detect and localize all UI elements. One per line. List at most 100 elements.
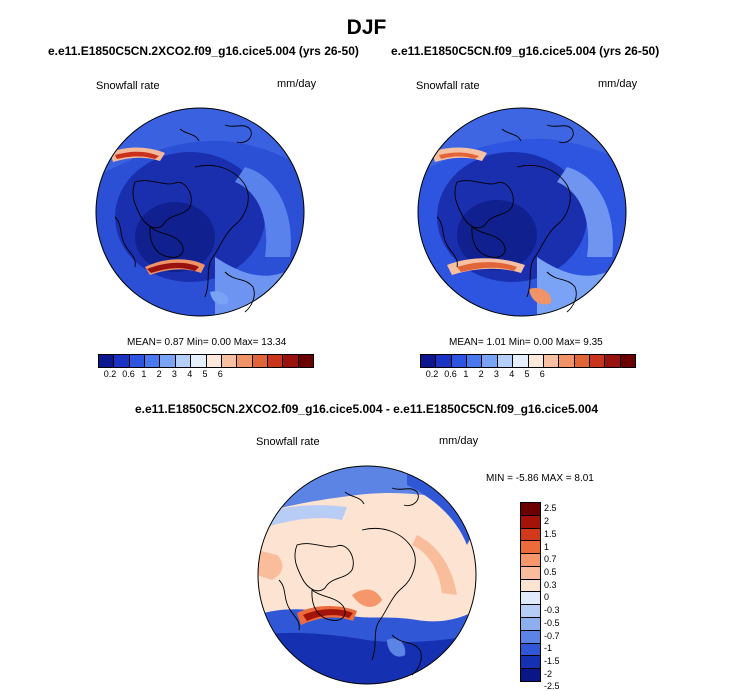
panel-2-stats: MEAN= 1.01 Min= 0.00 Max= 9.35 — [449, 337, 603, 348]
diff-colorbar-tick-label: -0.5 — [544, 617, 560, 628]
panel-1-max: 13.34 — [261, 337, 287, 348]
panel-1-variable: Snowfall rate — [96, 80, 160, 92]
panel-1-colorbar-swatch — [267, 355, 284, 367]
panel-2-colorbar-tick-label: 6 — [539, 369, 545, 379]
panel-1-colorbar-tick-label: 3 — [171, 369, 177, 379]
diff-colorbar-swatch — [521, 541, 540, 555]
diff-colorbar-swatch — [521, 605, 540, 619]
panel-2-colorbar-swatch — [589, 355, 606, 367]
panel-1-colorbar-swatch — [298, 355, 314, 367]
panel-1-stats: MEAN= 0.87 Min= 0.00 Max= 13.34 — [127, 337, 286, 348]
panel-1-colorbar-swatch — [237, 355, 253, 367]
diff-colorbar-tick-label: 0.7 — [544, 554, 557, 565]
panel-2-colorbar-swatch — [513, 355, 529, 367]
diff-colorbar-swatch — [521, 528, 540, 542]
panel-1-colorbar-swatch — [221, 355, 238, 367]
panel-2-variable: Snowfall rate — [416, 80, 480, 92]
panel-1-colorbar-swatch — [252, 355, 268, 367]
panel-2-colorbar-tick-label: 0.6 — [444, 369, 457, 379]
panel-1-colorbar-swatch — [191, 355, 207, 367]
diff-colorbar-swatch — [521, 618, 540, 631]
panel-2-colorbar-swatch — [421, 355, 437, 367]
panel-1-colorbar-swatch — [175, 355, 192, 367]
panel-2-colorbar-tick-label: 2 — [478, 369, 484, 379]
panel-2-mean-label: MEAN= — [449, 337, 484, 348]
panel-2-colorbar — [420, 354, 636, 368]
diff-colorbar-tick-label: -2 — [544, 668, 553, 679]
panel-2-colorbar-swatch — [497, 355, 514, 367]
panel-2-colorbar-swatch — [436, 355, 452, 367]
diff-colorbar-ticks: 2.5 2 1.5 1 0.7 0.5 0.3 0 -0.3 -0.5 -0.7 -1 -1.5 -2 -2… — [544, 502, 584, 691]
panel-1-colorbar-swatch — [206, 355, 222, 367]
diff-panel-units: mm/day — [439, 435, 479, 447]
diff-panel-variable: Snowfall rate — [256, 436, 320, 448]
page-title: DJF — [346, 16, 387, 39]
diff-colorbar-swatch — [521, 515, 540, 529]
panel-2-title: e.e11.E1850C5CN.f09_g16.cice5.004 (yrs 2… — [391, 44, 660, 58]
diff-colorbar-swatch — [521, 630, 540, 644]
diff-colorbar — [520, 502, 541, 682]
panel-1-colorbar-tick-label: 1 — [141, 369, 147, 379]
panel-2-colorbar-swatch — [467, 355, 483, 367]
panel-2-colorbar-swatch — [605, 355, 621, 367]
panel-1-colorbar-ticks: 0.2 0.6 1 2 3 4 5 6 — [98, 369, 312, 381]
diff-max: 8.01 — [574, 473, 594, 484]
panel-2-colorbar-swatch — [574, 355, 590, 367]
panel-2-mean: 1.01 — [486, 337, 506, 348]
diff-colorbar-tick-label: -0.3 — [544, 605, 560, 616]
panel-2-colorbar-swatch — [482, 355, 498, 367]
panel-1-colorbar-swatch — [283, 355, 299, 367]
panel-2-colorbar-swatch — [559, 355, 575, 367]
panel-1-units: mm/day — [277, 78, 317, 90]
panel-2-colorbar-ticks: 0.2 0.6 1 2 3 4 5 6 — [420, 369, 634, 381]
diff-colorbar-swatch — [521, 566, 540, 580]
panel-2-colorbar-tick-label: 5 — [524, 369, 530, 379]
panel-2-min: 0.00 — [533, 337, 553, 348]
panel-1-mean: 0.87 — [164, 337, 184, 348]
diff-colorbar-swatch — [521, 656, 540, 670]
panel-1-colorbar-tick-label: 0.6 — [122, 369, 135, 379]
panel-2-colorbar-swatch — [528, 355, 544, 367]
panel-2-colorbar-tick-label: 0.2 — [425, 369, 439, 379]
panel-1-colorbar-tick-label: 6 — [217, 369, 223, 379]
diff-colorbar-swatch — [521, 643, 540, 657]
diff-colorbar-swatch — [521, 579, 540, 593]
diff-colorbar-swatch — [521, 592, 540, 606]
panel-2-colorbar-tick-label: 1 — [463, 369, 469, 379]
panel-2-colorbar-swatch — [451, 355, 468, 367]
panel-1-colorbar-swatch — [145, 355, 161, 367]
panel-1-colorbar-tick-label: 0.2 — [103, 369, 117, 379]
panel-2-colorbar-swatch — [543, 355, 560, 367]
diff-min: -5.86 — [515, 473, 539, 484]
panel-1-polar-map — [95, 107, 305, 317]
diff-colorbar-tick-label: 2.5 — [544, 503, 557, 514]
panel-2-units: mm/day — [598, 78, 638, 90]
panel-1-colorbar-swatch — [99, 355, 115, 367]
panel-1-colorbar-tick-label: 2 — [156, 369, 162, 379]
diff-min-label: MIN = — [486, 473, 513, 484]
panel-1-colorbar-tick-label: 4 — [187, 369, 193, 379]
panel-2-max-label: Max= — [555, 337, 581, 348]
diff-colorbar-tick-label: 0.3 — [544, 579, 557, 590]
panel-1-colorbar-swatch — [160, 355, 176, 367]
panel-2-max: 9.35 — [583, 337, 603, 348]
diff-colorbar-tick-label: 2 — [544, 516, 550, 527]
panel-1-colorbar-swatch — [129, 355, 146, 367]
diff-colorbar-tick-label: 1 — [544, 541, 550, 552]
diff-colorbar-swatch — [521, 554, 540, 567]
diff-colorbar-tick-label: 0.5 — [544, 566, 557, 577]
diff-colorbar-tick-label: 1.5 — [544, 528, 557, 539]
diff-colorbar-swatch — [521, 669, 540, 681]
panel-1-colorbar-swatch — [114, 355, 130, 367]
panel-2-min-label: Min= — [508, 337, 531, 348]
panel-2-colorbar-swatch — [620, 355, 636, 367]
panel-1-mean-label: MEAN= — [127, 337, 162, 348]
diff-panel-title: e.e11.E1850C5CN.2XCO2.f09_g16.cice5.004 … — [135, 402, 598, 416]
diff-colorbar-tick-label: -1 — [544, 643, 553, 654]
panel-1-title: e.e11.E1850C5CN.2XCO2.f09_g16.cice5.004 … — [48, 44, 359, 58]
diff-colorbar-tick-label: -2.5 — [544, 681, 560, 691]
panel-2-colorbar-tick-label: 4 — [509, 369, 515, 379]
panel-1-colorbar-tick-label: 5 — [202, 369, 208, 379]
panel-1-colorbar — [98, 354, 314, 368]
panel-2-colorbar-tick-label: 3 — [493, 369, 499, 379]
